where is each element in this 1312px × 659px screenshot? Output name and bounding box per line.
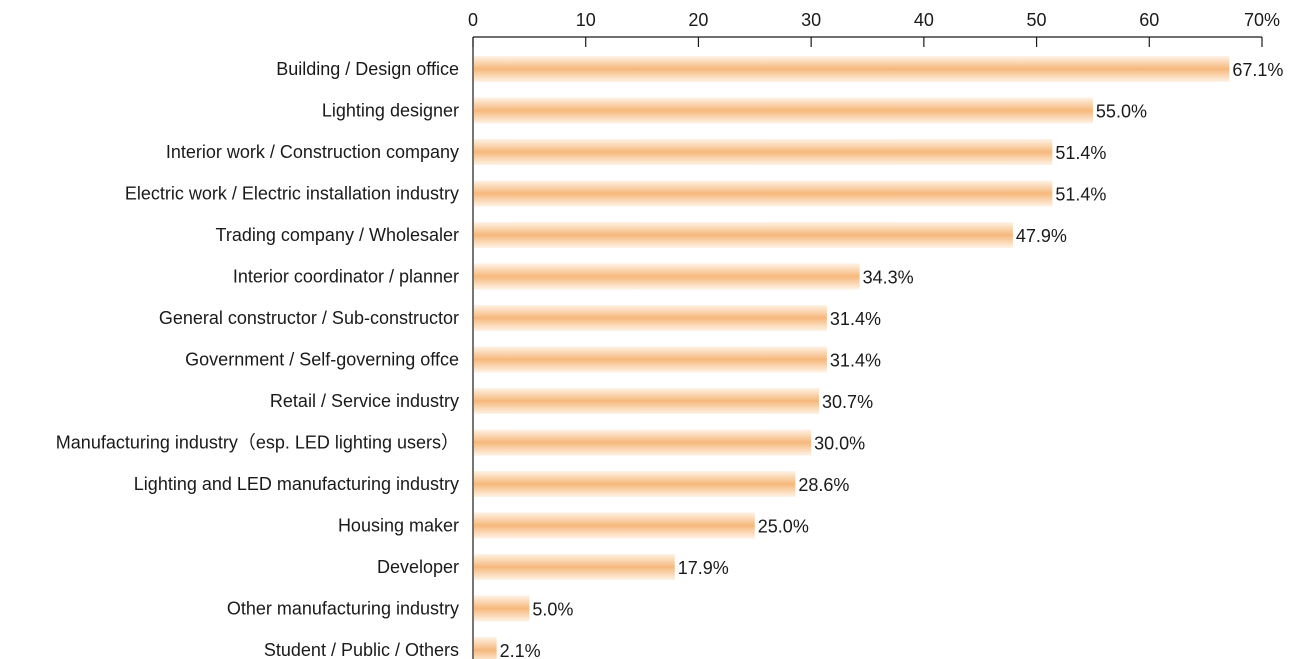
bar	[474, 139, 1053, 165]
value-label: 5.0%	[532, 600, 573, 620]
category-label: Trading company / Wholesaler	[216, 225, 459, 245]
x-tick-label: 40	[914, 10, 934, 30]
bar	[474, 637, 497, 659]
value-label: 51.4%	[1055, 143, 1106, 163]
value-label: 30.0%	[814, 434, 865, 454]
bar	[474, 346, 827, 373]
value-label: 31.4%	[830, 309, 881, 329]
value-label: 34.3%	[863, 268, 914, 288]
bar	[474, 180, 1053, 207]
value-label: 30.7%	[822, 392, 873, 412]
x-tick-label: 50	[1027, 10, 1047, 30]
x-tick-label: 0	[468, 10, 478, 30]
category-label: Manufacturing industry（esp. LED lighting…	[56, 433, 459, 453]
category-label: Electric work / Electric installation in…	[125, 184, 459, 204]
category-label: Other manufacturing industry	[227, 599, 459, 619]
bar	[474, 554, 675, 580]
category-label: Interior work / Construction company	[166, 142, 459, 162]
value-label: 55.0%	[1096, 102, 1147, 122]
category-label: Interior coordinator / planner	[233, 267, 459, 287]
category-label: Government / Self-governing offce	[185, 350, 459, 370]
category-label: General constructor / Sub-constructor	[159, 308, 459, 328]
category-label: Housing maker	[338, 516, 459, 536]
category-label: Student / Public / Others	[264, 640, 459, 659]
bar	[474, 388, 820, 414]
value-label: 28.6%	[798, 475, 849, 495]
category-label: Developer	[377, 557, 459, 577]
bar	[474, 263, 860, 290]
bar	[474, 305, 827, 331]
category-label: Lighting designer	[322, 101, 459, 121]
bar	[474, 56, 1230, 82]
category-label: Lighting and LED manufacturing industry	[134, 474, 459, 494]
value-label: 51.4%	[1055, 185, 1106, 205]
value-label: 17.9%	[678, 558, 729, 578]
labels-group: Building / Design office 67.1% Lighting de…	[56, 59, 1284, 659]
x-tick-label: 30	[801, 10, 821, 30]
bar	[474, 512, 755, 539]
bar	[474, 595, 530, 622]
x-tick-label: 60	[1139, 10, 1159, 30]
x-tick-label: 10	[576, 10, 596, 30]
bar	[474, 222, 1013, 248]
bars-group	[474, 56, 1230, 659]
value-label: 47.9%	[1016, 226, 1067, 246]
x-tick-label: 20	[688, 10, 708, 30]
bar	[474, 471, 796, 497]
category-label: Building / Design office	[276, 59, 459, 79]
value-label: 2.1%	[500, 641, 541, 659]
bar	[474, 429, 812, 456]
category-label: Retail / Service industry	[270, 391, 459, 411]
x-tick-label: 70%	[1244, 10, 1280, 30]
value-label: 67.1%	[1232, 60, 1283, 80]
bar	[474, 97, 1093, 124]
value-label: 31.4%	[830, 351, 881, 371]
value-label: 25.0%	[758, 517, 809, 537]
x-axis: 0 10 20 30 40 50 60 70%	[468, 10, 1280, 659]
